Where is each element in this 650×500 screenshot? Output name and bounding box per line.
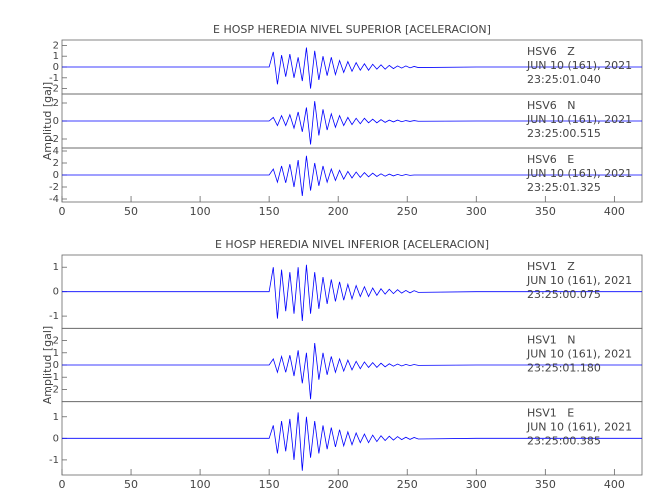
record-date: JUN 10 (161), 2021 [526, 347, 632, 360]
y-tick-label: 1 [53, 51, 59, 62]
record-time: 23:25:01.040 [527, 73, 601, 86]
y-tick-label: -2 [49, 84, 59, 95]
y-tick-label: 2 [53, 40, 59, 51]
y-tick-label: 0 [53, 170, 59, 181]
waveform [62, 155, 642, 197]
station-name: HSV6 N [527, 99, 576, 112]
record-date: JUN 10 (161), 2021 [526, 274, 632, 287]
y-tick-label: 2 [53, 336, 59, 347]
x-tick-label: 150 [259, 205, 280, 218]
chart-title: E HOSP HEREDIA NIVEL SUPERIOR [ACELERACI… [213, 23, 491, 36]
y-tick-label: -1 [49, 455, 59, 466]
y-tick-label: 1 [53, 262, 59, 273]
waveform [62, 342, 642, 400]
x-tick-label: 300 [466, 205, 487, 218]
station-name: HSV6 Z [527, 45, 575, 58]
x-tick-label: 200 [328, 205, 349, 218]
y-axis-label: Amplitud [gal] [41, 82, 54, 160]
y-tick-label: 2 [53, 98, 59, 109]
record-time: 23:25:00.385 [527, 435, 601, 448]
station-name: HSV1 Z [527, 260, 575, 273]
x-tick-label: 50 [124, 478, 138, 491]
record-date: JUN 10 (161), 2021 [526, 113, 632, 126]
y-tick-label: 2 [53, 158, 59, 169]
station-name: HSV6 E [527, 153, 574, 166]
chart-title: E HOSP HEREDIA NIVEL INFERIOR [ACELERACI… [215, 238, 489, 251]
x-tick-label: 400 [604, 478, 625, 491]
y-tick-label: -2 [49, 384, 59, 395]
y-tick-label: 0 [53, 360, 59, 371]
x-tick-label: 150 [259, 478, 280, 491]
x-tick-label: 300 [466, 478, 487, 491]
x-tick-label: 50 [124, 205, 138, 218]
record-time: 23:25:01.180 [527, 361, 601, 374]
station-name: HSV1 E [527, 407, 574, 420]
y-tick-label: 0 [53, 433, 59, 444]
x-tick-label: 250 [397, 478, 418, 491]
y-tick-label: 4 [53, 146, 59, 157]
y-tick-label: -1 [49, 372, 59, 383]
x-tick-label: 350 [535, 205, 556, 218]
waveform [62, 412, 642, 471]
y-tick-label: 0 [53, 62, 59, 73]
x-tick-label: 400 [604, 205, 625, 218]
x-tick-label: 350 [535, 478, 556, 491]
waveform [62, 264, 642, 322]
record-date: JUN 10 (161), 2021 [526, 167, 632, 180]
record-time: 23:25:01.325 [527, 181, 601, 194]
y-tick-label: 0 [53, 116, 59, 127]
record-date: JUN 10 (161), 2021 [526, 59, 632, 72]
y-tick-label: -2 [49, 134, 59, 145]
record-time: 23:25:00.515 [527, 127, 601, 140]
y-tick-label: -1 [49, 311, 59, 322]
waveform [62, 101, 642, 145]
x-tick-label: 200 [328, 478, 349, 491]
x-tick-label: 100 [190, 205, 211, 218]
record-time: 23:25:00.075 [527, 288, 601, 301]
x-tick-label: 250 [397, 205, 418, 218]
y-tick-label: 1 [53, 412, 59, 423]
x-tick-label: 100 [190, 478, 211, 491]
y-axis-label: Amplitud [gal] [41, 326, 54, 404]
station-name: HSV1 N [527, 333, 576, 346]
y-tick-label: -2 [49, 182, 59, 193]
y-tick-label: -4 [49, 194, 59, 205]
y-tick-label: 0 [53, 287, 59, 298]
x-tick-label: 0 [59, 205, 66, 218]
record-date: JUN 10 (161), 2021 [526, 421, 632, 434]
waveform [62, 47, 642, 89]
y-tick-label: -1 [49, 73, 59, 84]
x-tick-label: 0 [59, 478, 66, 491]
y-tick-label: 1 [53, 348, 59, 359]
